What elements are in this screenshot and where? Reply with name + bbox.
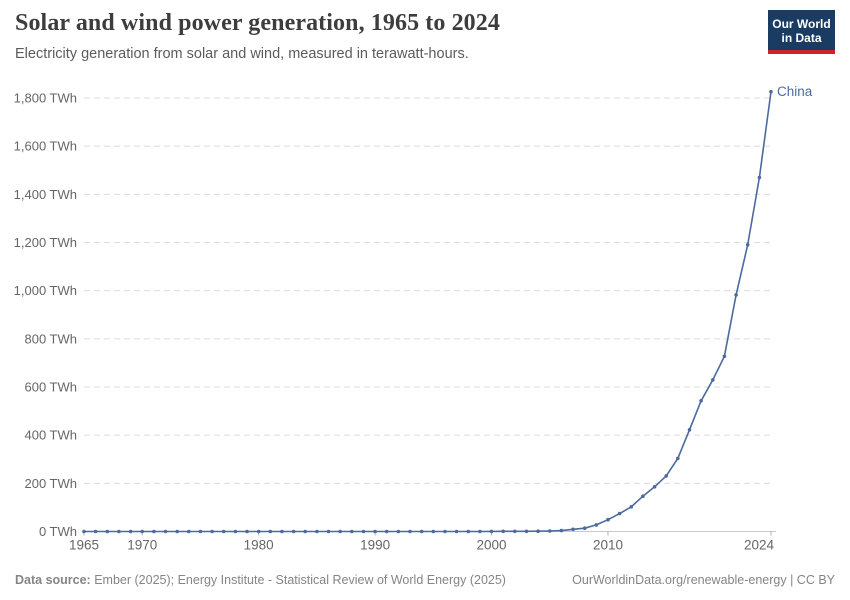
data-source-label: Data source:	[15, 573, 91, 587]
data-point[interactable]	[303, 529, 308, 534]
data-point[interactable]	[757, 175, 762, 180]
y-tick-label: 1,400 TWh	[14, 187, 77, 202]
data-point[interactable]	[256, 529, 261, 534]
data-point[interactable]	[198, 529, 203, 534]
data-point[interactable]	[361, 529, 366, 534]
y-tick-label: 0 TWh	[39, 524, 77, 539]
y-tick-label: 1,200 TWh	[14, 235, 77, 250]
data-point[interactable]	[93, 529, 98, 534]
data-point[interactable]	[454, 529, 459, 534]
data-point[interactable]	[606, 517, 610, 522]
data-point[interactable]	[571, 527, 575, 532]
data-point[interactable]	[559, 528, 564, 533]
data-point[interactable]	[594, 523, 599, 527]
data-point[interactable]	[641, 494, 645, 499]
y-tick-label: 400 TWh	[24, 428, 77, 443]
data-point[interactable]	[548, 529, 552, 533]
data-point[interactable]	[82, 529, 86, 534]
y-tick-label: 200 TWh	[24, 476, 77, 491]
data-point[interactable]	[396, 529, 401, 534]
owid-logo-line1: Our World	[772, 17, 831, 31]
data-point[interactable]	[687, 428, 692, 432]
data-point[interactable]	[187, 529, 191, 534]
data-point[interactable]	[140, 529, 144, 534]
data-source-text: Ember (2025); Energy Institute - Statist…	[90, 573, 506, 587]
y-tick-label: 800 TWh	[24, 331, 77, 346]
data-point[interactable]	[175, 529, 179, 534]
data-point[interactable]	[210, 529, 214, 534]
data-point[interactable]	[152, 529, 156, 534]
data-point[interactable]	[291, 529, 296, 534]
y-tick-label: 1,800 TWh	[14, 91, 77, 106]
chart-header: Solar and wind power generation, 1965 to…	[15, 10, 735, 62]
data-point[interactable]	[722, 354, 727, 359]
y-tick-label: 1,000 TWh	[14, 283, 77, 298]
data-point[interactable]	[501, 529, 506, 534]
data-point[interactable]	[582, 526, 587, 530]
data-point[interactable]	[769, 89, 773, 94]
data-point[interactable]	[676, 456, 680, 461]
chart-footer: Data source: Ember (2025); Energy Instit…	[15, 573, 835, 587]
data-point[interactable]	[117, 529, 121, 534]
data-point[interactable]	[536, 529, 540, 533]
x-tick-label: 1970	[127, 538, 157, 553]
data-point[interactable]	[233, 529, 238, 534]
data-point[interactable]	[664, 474, 668, 478]
data-point[interactable]	[745, 243, 750, 247]
data-point[interactable]	[384, 529, 389, 534]
data-point[interactable]	[315, 529, 319, 534]
data-point[interactable]	[221, 529, 226, 534]
data-point[interactable]	[466, 529, 471, 534]
owid-link[interactable]: OurWorldinData.org/renewable-energy | CC…	[572, 573, 835, 587]
data-point[interactable]	[699, 399, 703, 403]
x-tick-label: 1990	[360, 538, 390, 553]
x-tick-label: 2024	[744, 538, 775, 553]
data-point[interactable]	[478, 529, 482, 534]
y-tick-label: 600 TWh	[24, 380, 77, 395]
data-point[interactable]	[513, 529, 517, 534]
data-point[interactable]	[629, 505, 634, 509]
data-point[interactable]	[245, 529, 249, 534]
data-point[interactable]	[408, 529, 412, 534]
x-tick-label: 1965	[69, 538, 99, 553]
page-title: Solar and wind power generation, 1965 to…	[15, 10, 500, 36]
chart-subtitle: Electricity generation from solar and wi…	[15, 46, 469, 62]
x-tick-label: 2000	[477, 538, 507, 553]
data-point[interactable]	[617, 511, 622, 516]
data-point[interactable]	[326, 529, 331, 534]
data-point[interactable]	[652, 485, 657, 489]
owid-logo-line2: in Data	[781, 31, 822, 45]
data-point[interactable]	[280, 529, 284, 534]
data-point[interactable]	[419, 529, 424, 534]
data-point[interactable]	[524, 529, 529, 534]
data-point[interactable]	[489, 529, 494, 534]
owid-logo[interactable]: Our World in Data	[768, 10, 835, 54]
data-point[interactable]	[443, 529, 447, 534]
data-point[interactable]	[734, 293, 738, 297]
y-tick-label: 1,600 TWh	[14, 139, 77, 154]
data-point[interactable]	[350, 529, 354, 534]
series-line-china	[83, 90, 772, 533]
series-label-china: China	[777, 84, 813, 99]
data-point[interactable]	[338, 529, 343, 534]
data-point[interactable]	[431, 529, 436, 534]
data-point[interactable]	[268, 529, 273, 534]
data-point[interactable]	[105, 529, 110, 534]
data-source: Data source: Ember (2025); Energy Instit…	[15, 573, 506, 587]
data-point[interactable]	[128, 529, 133, 534]
data-point[interactable]	[373, 529, 377, 534]
data-point[interactable]	[163, 529, 168, 534]
x-tick-label: 1980	[244, 538, 274, 553]
data-point[interactable]	[711, 378, 715, 382]
x-tick-label: 2010	[593, 538, 623, 553]
